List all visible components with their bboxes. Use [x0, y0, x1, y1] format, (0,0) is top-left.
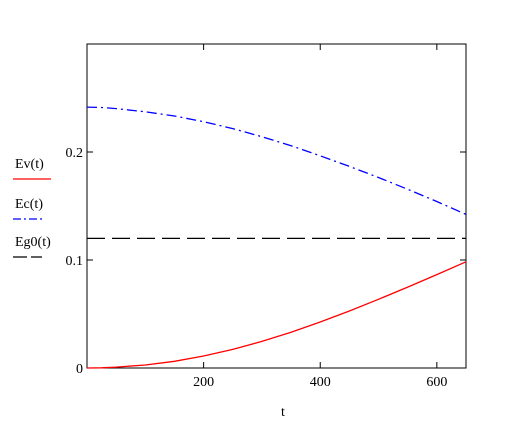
tick-marks: [87, 44, 466, 368]
legend-label-ev: Ev(t): [15, 157, 44, 172]
legend-label-ec: Ec(t): [15, 197, 43, 212]
plot-frame: [86, 43, 467, 369]
y-tick-label: 0.1: [66, 254, 84, 269]
tick-labels: 200 400 600 0 0.1 0.2: [66, 146, 448, 390]
series-line-evt: [86, 261, 467, 369]
series-layer: [86, 106, 467, 369]
y-tick-label: 0: [76, 362, 83, 377]
y-tick-label: 0.2: [66, 146, 84, 161]
legend-label-eg0: Eg0(t): [15, 235, 51, 250]
x-tick-label: 600: [426, 375, 447, 390]
x-tick-label: 200: [193, 375, 214, 390]
series-line-ect: [86, 106, 467, 215]
x-tick-label: 400: [310, 375, 331, 390]
legend: Ev(t) Ec(t) Eg0(t): [13, 157, 51, 258]
x-axis-title: t: [281, 405, 285, 420]
